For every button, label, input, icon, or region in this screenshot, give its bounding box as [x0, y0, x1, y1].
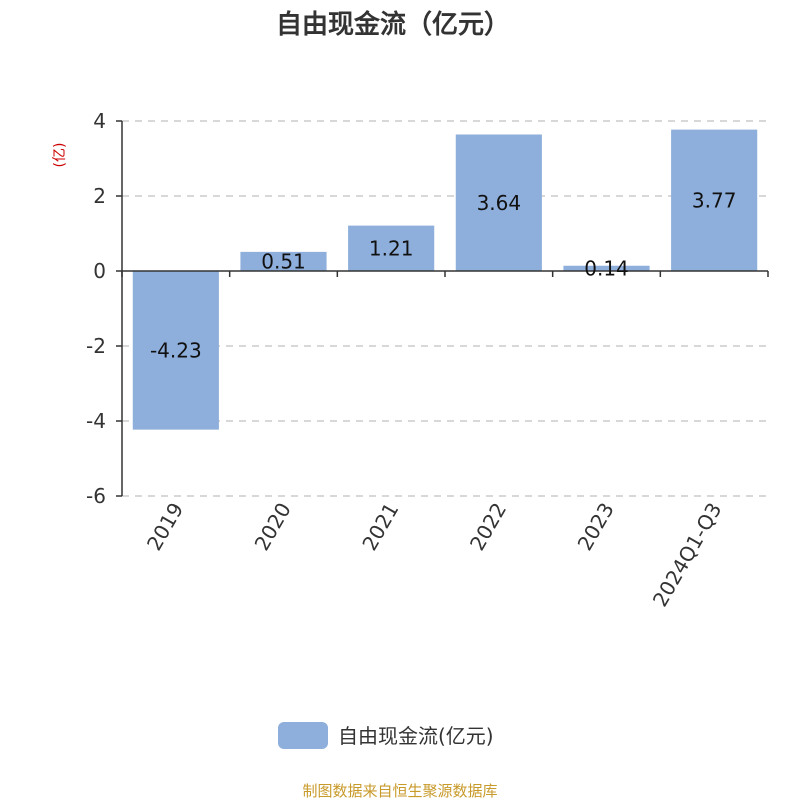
x-tick-labels: 2019 2020 2021 2022 2023 2024Q1-Q3	[142, 499, 727, 611]
x-tick-label: 2019	[142, 499, 188, 555]
x-tick-label: 2022	[465, 499, 511, 555]
bars	[132, 129, 758, 430]
data-label: 0.51	[261, 249, 306, 273]
source-note: 制图数据来自恒生聚源数据库	[302, 782, 497, 800]
legend-swatch	[278, 722, 328, 749]
data-label: 1.21	[369, 236, 414, 260]
y-tick-label: 0	[93, 259, 106, 283]
gridlines	[122, 120, 768, 497]
bar-2019[interactable]	[132, 271, 219, 430]
y-tick-labels: -6 -4 -2 0 2 4	[86, 109, 106, 508]
x-tick-label: 2020	[250, 499, 296, 555]
legend-label: 自由现金流(亿元)	[338, 724, 494, 748]
bar-2021[interactable]	[348, 225, 435, 271]
bar-2023[interactable]	[563, 265, 650, 271]
y-tick-label: 4	[93, 109, 106, 133]
axes	[116, 120, 769, 497]
y-tick-label: -6	[86, 484, 106, 508]
bar-2022[interactable]	[455, 134, 542, 272]
y-tick-label: 2	[93, 184, 106, 208]
chart-title: 自由现金流（亿元）	[276, 9, 510, 40]
bar-2024Q1-Q3[interactable]	[671, 129, 758, 271]
data-label: -4.23	[150, 338, 202, 362]
data-labels: -4.23 0.51 1.21 3.64 0.14 3.77	[150, 188, 736, 362]
y-axis-unit-label: (亿)	[52, 143, 68, 168]
data-label: 0.14	[584, 256, 629, 280]
data-label: 3.64	[477, 191, 522, 215]
y-tick-label: -2	[86, 334, 106, 358]
x-tick-label: 2024Q1-Q3	[648, 499, 727, 611]
bar-2020[interactable]	[240, 251, 327, 271]
y-tick-label: -4	[86, 409, 106, 433]
x-tick-label: 2021	[357, 499, 403, 555]
x-tick-label: 2023	[573, 499, 619, 555]
data-label: 3.77	[692, 188, 737, 212]
legend[interactable]: 自由现金流(亿元)	[278, 722, 494, 749]
